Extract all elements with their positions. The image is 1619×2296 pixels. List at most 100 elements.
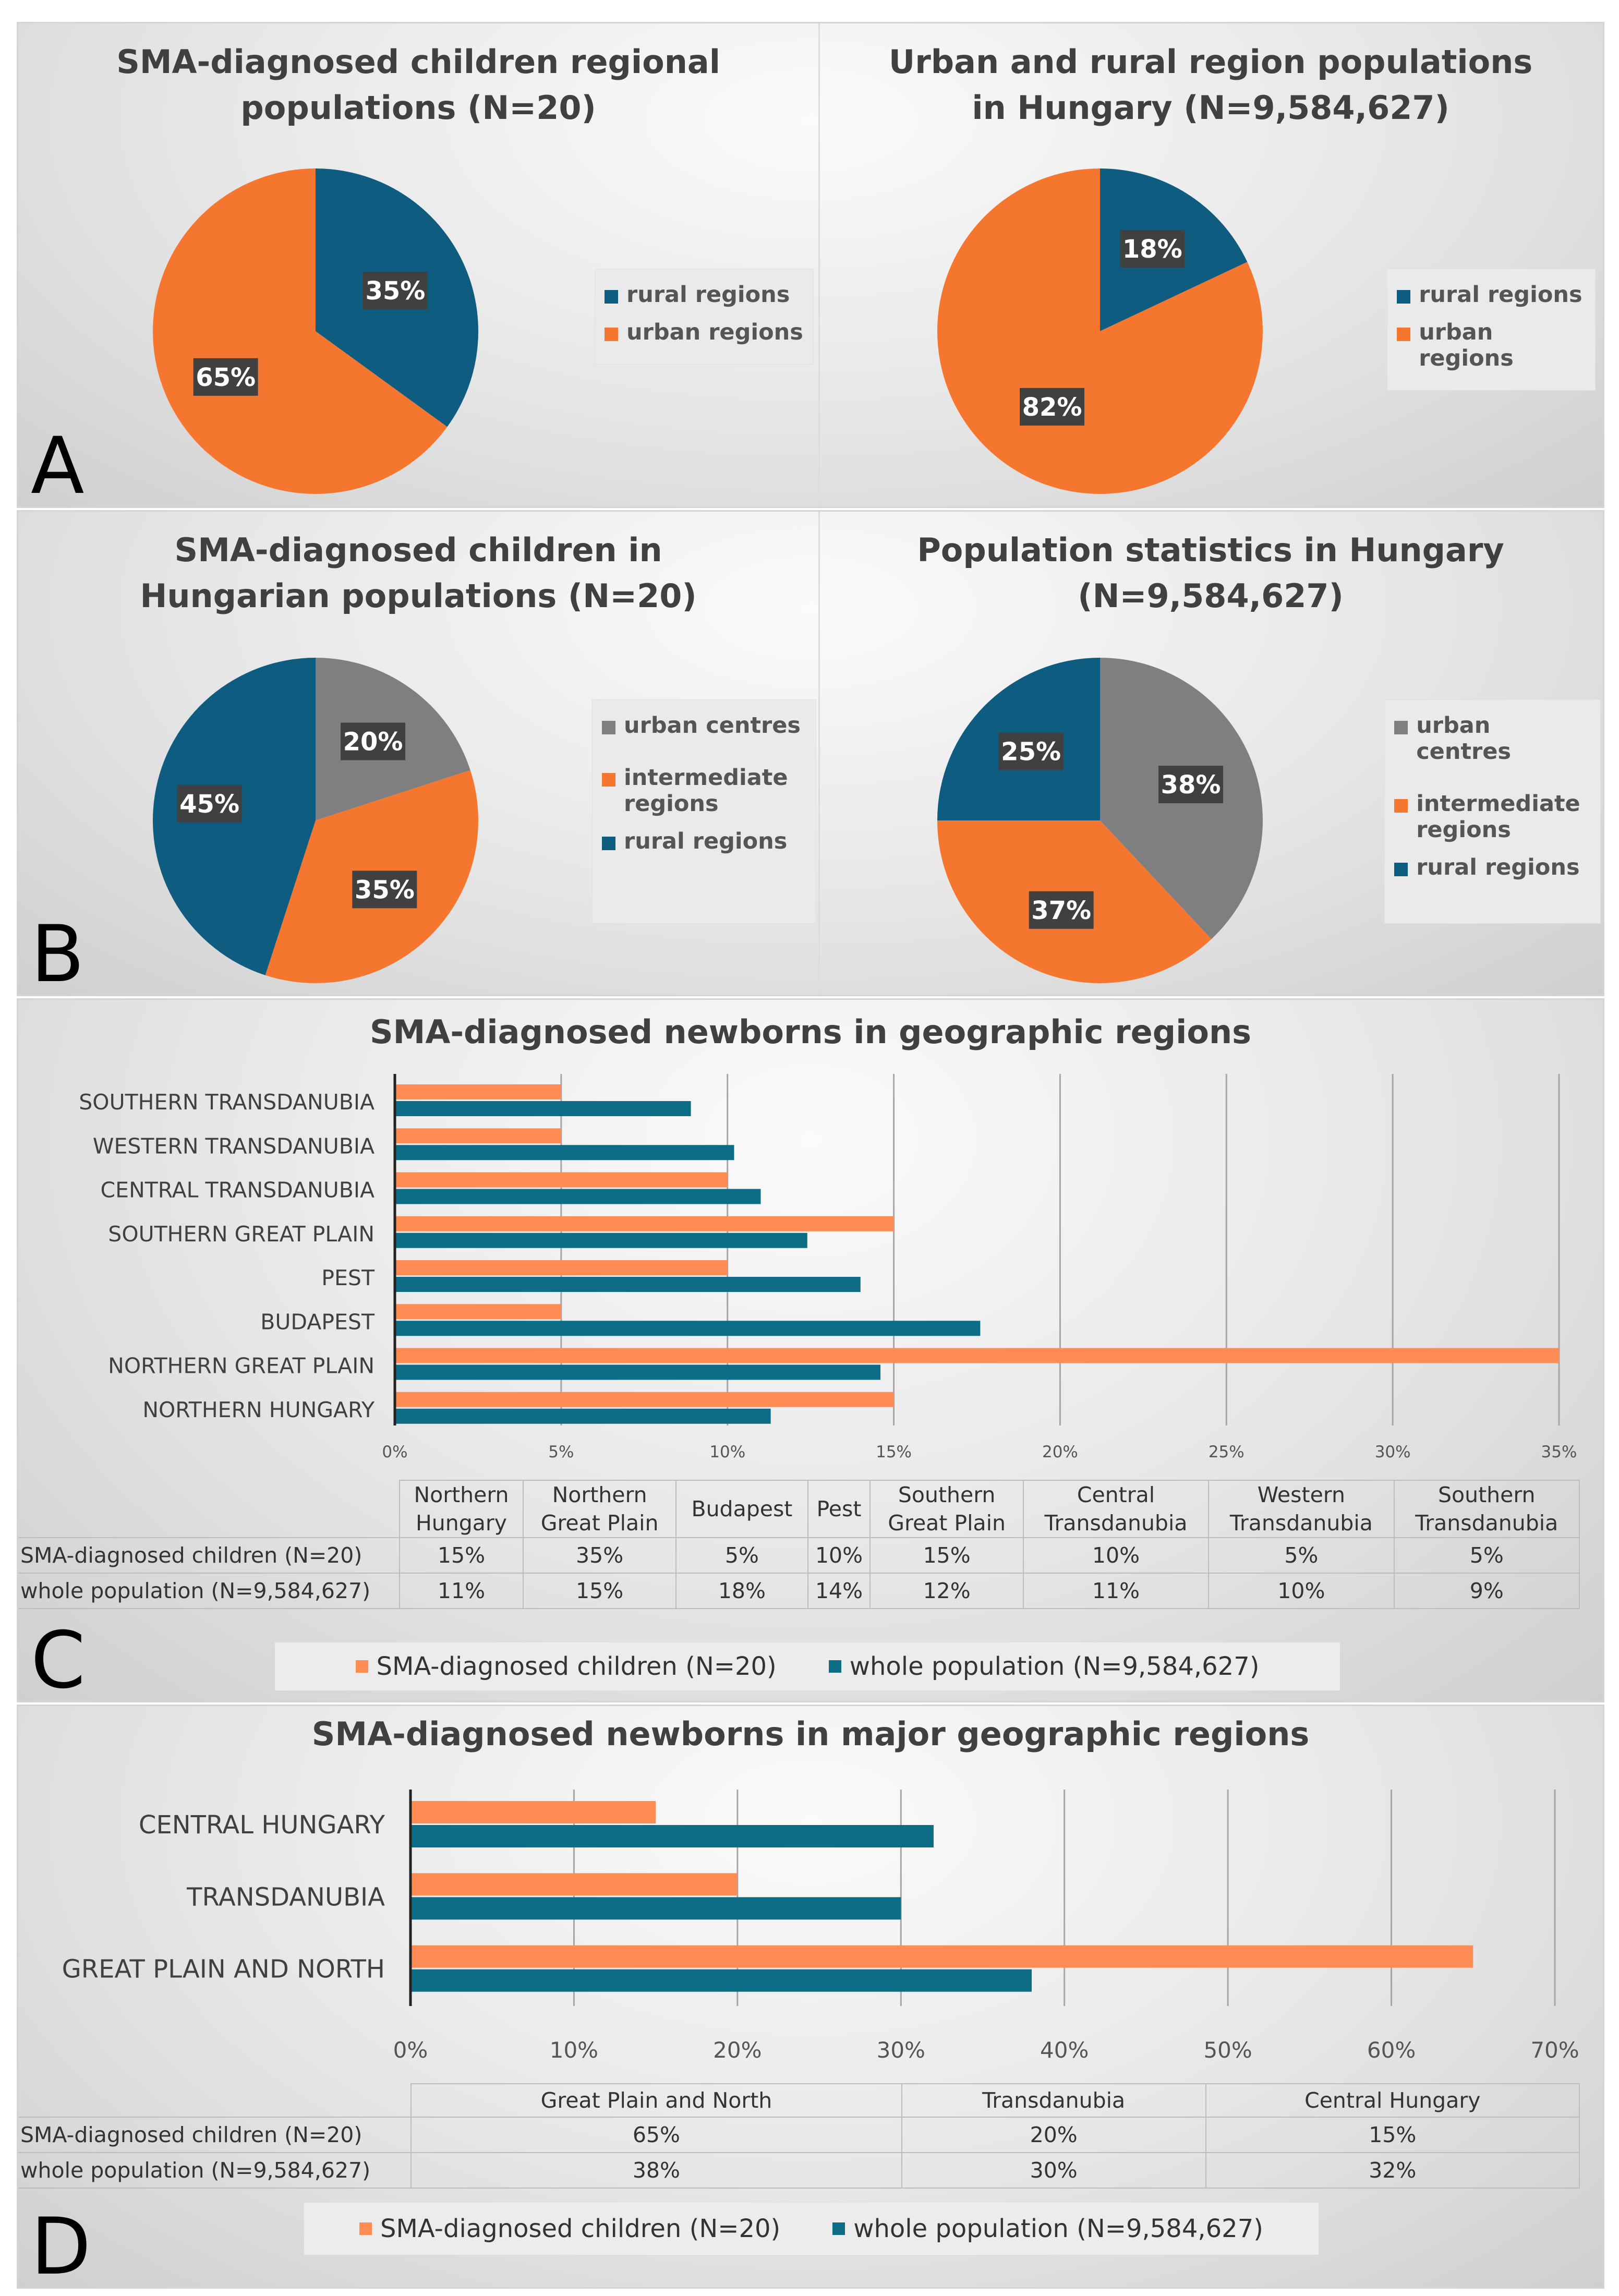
category-label: WESTERN TRANSDANUBIA bbox=[93, 1133, 374, 1158]
chart-legend: rural regions urban regions bbox=[1387, 269, 1596, 391]
table-header-row: Great Plain and North Transdanubia Central… bbox=[18, 2083, 1580, 2118]
bar bbox=[410, 1945, 1473, 1968]
data-label-box bbox=[1158, 766, 1224, 804]
chart-title: Urban and rural region populations in Hu… bbox=[888, 43, 1533, 127]
data-label-box bbox=[1020, 388, 1085, 426]
data-label: 37% bbox=[1031, 896, 1091, 925]
x-tick-label: 0% bbox=[382, 1443, 407, 1461]
bar bbox=[395, 1348, 1559, 1363]
row-label: SMA-diagnosed children (N=20) bbox=[18, 2117, 412, 2153]
category-label: SOUTHERN GREAT PLAIN bbox=[108, 1222, 374, 1247]
category-label: NORTHERN GREAT PLAIN bbox=[108, 1354, 374, 1379]
column-header: Southern Transdanubia bbox=[1393, 1480, 1580, 1538]
table-cell: 10% bbox=[1022, 1537, 1210, 1574]
data-label: 18% bbox=[1122, 235, 1182, 264]
category-label: PEST bbox=[321, 1265, 375, 1290]
x-tick-label: 40% bbox=[1040, 2037, 1089, 2063]
table-cell: 11% bbox=[1022, 1573, 1210, 1609]
chart-legend: urban centres intermediate regions rural… bbox=[1384, 699, 1601, 924]
bar bbox=[395, 1364, 881, 1380]
data-table: Great Plain and North Transdanubia Central… bbox=[18, 2083, 1580, 2189]
column-header: Northern Hungary bbox=[399, 1480, 524, 1538]
x-tick-label: 60% bbox=[1367, 2037, 1416, 2063]
pie-chart-hungary-urban-rural: 18% 82% bbox=[937, 168, 1263, 494]
legend-swatch bbox=[828, 1660, 841, 1673]
bar bbox=[395, 1145, 734, 1161]
x-tick-label: 20% bbox=[1042, 1443, 1078, 1461]
legend-swatch bbox=[1394, 799, 1408, 813]
bar bbox=[395, 1084, 561, 1099]
panel-a: SMA-diagnosed children regional populati… bbox=[17, 22, 1604, 508]
x-tick-label: 50% bbox=[1203, 2037, 1252, 2063]
x-tick-label: 35% bbox=[1541, 1443, 1577, 1461]
chart-legend: SMA-diagnosed children (N=20) whole popu… bbox=[304, 2203, 1319, 2255]
legend-item: SMA-diagnosed children (N=20) bbox=[359, 2214, 780, 2243]
chart-legend: urban centres intermediate regions rural… bbox=[592, 699, 816, 924]
table-header-row: Northern Hungary Northern Great Plain Budape… bbox=[18, 1480, 1580, 1538]
bar bbox=[395, 1304, 561, 1320]
column-header: Pest bbox=[807, 1480, 871, 1538]
bar-chart-geographic-regions: 0% 5% 10% 15% 20% 25% 30% 35% SOUTHERN TRANSDANU… bbox=[79, 1074, 1577, 1461]
row-label: SMA-diagnosed children (N=20) bbox=[18, 1537, 400, 1574]
data-label-box bbox=[352, 871, 417, 909]
data-label: 45% bbox=[179, 790, 239, 819]
bar bbox=[395, 1101, 691, 1116]
category-label: CENTRAL TRANSDANUBIA bbox=[101, 1178, 374, 1203]
data-label-box bbox=[1029, 891, 1094, 929]
table-cell: 5% bbox=[675, 1537, 808, 1574]
bar bbox=[410, 1801, 656, 1823]
pie-chart-sma-populations: 20% 35% 45% bbox=[153, 658, 478, 983]
column-header: Western Transdanubia bbox=[1208, 1480, 1395, 1538]
pie-chart-hungary-population: 38% 37% 25% bbox=[937, 658, 1263, 983]
bar bbox=[395, 1189, 761, 1204]
table-cell: 10% bbox=[807, 1537, 871, 1574]
bar bbox=[395, 1392, 894, 1407]
x-tick-label: 5% bbox=[548, 1443, 574, 1461]
bar bbox=[395, 1172, 728, 1188]
chart-title: SMA-diagnosed children regional populati… bbox=[116, 43, 720, 127]
table-cell: 15% bbox=[522, 1573, 677, 1609]
table-cell: 15% bbox=[1205, 2117, 1580, 2153]
data-label: 82% bbox=[1022, 393, 1082, 422]
table-row: whole population (N=9,584,627) 38% 30% 32% bbox=[18, 2152, 1580, 2189]
row-label: whole population (N=9,584,627) bbox=[18, 1573, 400, 1609]
x-tick-label: 20% bbox=[713, 2037, 762, 2063]
legend-swatch bbox=[359, 2222, 372, 2235]
legend-swatch bbox=[605, 328, 618, 341]
legend-swatch bbox=[832, 2222, 845, 2235]
table-cell: 5% bbox=[1393, 1537, 1580, 1574]
bar bbox=[395, 1128, 561, 1144]
chart-title: SMA-diagnosed children in Hungarian popu… bbox=[140, 531, 697, 615]
bar bbox=[395, 1277, 861, 1292]
table-cell: 15% bbox=[399, 1537, 524, 1574]
panel-b: SMA-diagnosed children in Hungarian popu… bbox=[17, 510, 1604, 996]
legend-item: whole population (N=9,584,627) bbox=[828, 1652, 1259, 1681]
panel-b-left: SMA-diagnosed children in Hungarian popu… bbox=[18, 512, 820, 995]
x-tick-label: 10% bbox=[550, 2037, 598, 2063]
bar bbox=[410, 1897, 901, 1920]
chart-title: Population statistics in Hungary (N=9,58… bbox=[917, 531, 1504, 615]
panel-c: SMA-diagnosed newborns in geographic reg… bbox=[17, 998, 1604, 1702]
column-header: Great Plain and North bbox=[410, 2083, 902, 2118]
bar bbox=[395, 1216, 894, 1231]
category-label: BUDAPEST bbox=[260, 1309, 375, 1334]
panel-b-right: Population statistics in Hungary (N=9,58… bbox=[818, 512, 1603, 995]
table-row: whole population (N=9,584,627) 11% 15% 18%… bbox=[18, 1573, 1580, 1609]
data-label-box bbox=[193, 358, 258, 396]
table-cell: 11% bbox=[399, 1573, 524, 1609]
data-label-box bbox=[363, 272, 428, 310]
column-header: Transdanubia bbox=[901, 2083, 1206, 2118]
table-cell: 35% bbox=[522, 1537, 677, 1574]
data-label-box bbox=[1120, 229, 1185, 268]
data-label: 25% bbox=[1001, 738, 1061, 767]
table-cell: 32% bbox=[1205, 2152, 1580, 2189]
table-cell: 38% bbox=[410, 2152, 902, 2189]
legend-item: intermediate regions bbox=[602, 765, 806, 817]
panel-d: SMA-diagnosed newborns in major geograph… bbox=[17, 1705, 1604, 2289]
column-header: Central Transdanubia bbox=[1022, 1480, 1210, 1538]
legend-swatch bbox=[605, 290, 618, 304]
table-cell: 12% bbox=[869, 1573, 1024, 1609]
data-label: 65% bbox=[196, 363, 256, 392]
column-header: Northern Great Plain bbox=[522, 1480, 677, 1538]
bar bbox=[395, 1232, 807, 1248]
